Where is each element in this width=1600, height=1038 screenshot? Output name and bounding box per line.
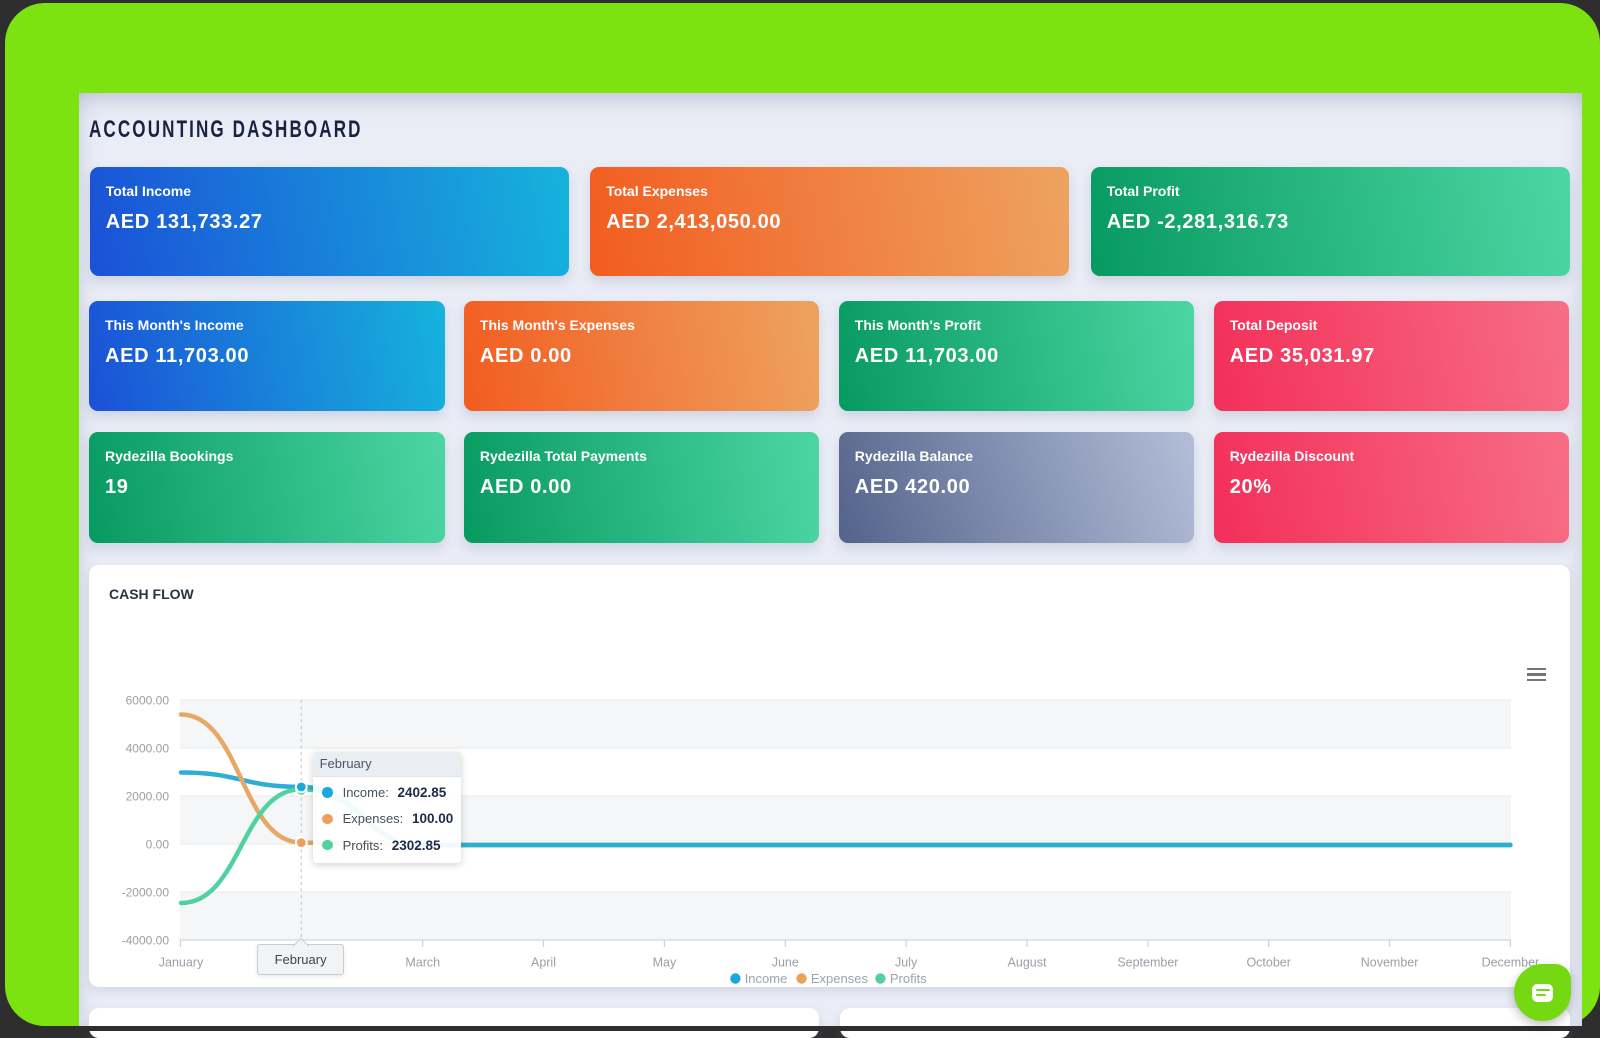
svg-text:Expenses: Expenses	[811, 971, 869, 986]
svg-text:4000.00: 4000.00	[126, 741, 170, 755]
svg-text:January: January	[159, 955, 204, 969]
svg-text:August: August	[1008, 955, 1047, 969]
svg-text:Profits: Profits	[890, 971, 927, 986]
svg-text:-2000.00: -2000.00	[122, 885, 170, 899]
svg-text:April: April	[531, 955, 556, 969]
svg-text:-4000.00: -4000.00	[122, 933, 170, 947]
svg-text:June: June	[772, 955, 799, 969]
svg-text:September: September	[1117, 955, 1178, 969]
svg-text:2000.00: 2000.00	[126, 789, 170, 803]
svg-text:0.00: 0.00	[146, 837, 170, 851]
svg-text:Income: Income	[745, 971, 788, 986]
svg-text:July: July	[895, 955, 918, 969]
svg-text:November: November	[1361, 955, 1419, 969]
svg-text:December: December	[1482, 955, 1540, 969]
svg-text:May: May	[653, 955, 677, 969]
svg-text:March: March	[405, 955, 440, 969]
svg-text:October: October	[1246, 955, 1290, 969]
svg-text:6000.00: 6000.00	[126, 693, 170, 707]
